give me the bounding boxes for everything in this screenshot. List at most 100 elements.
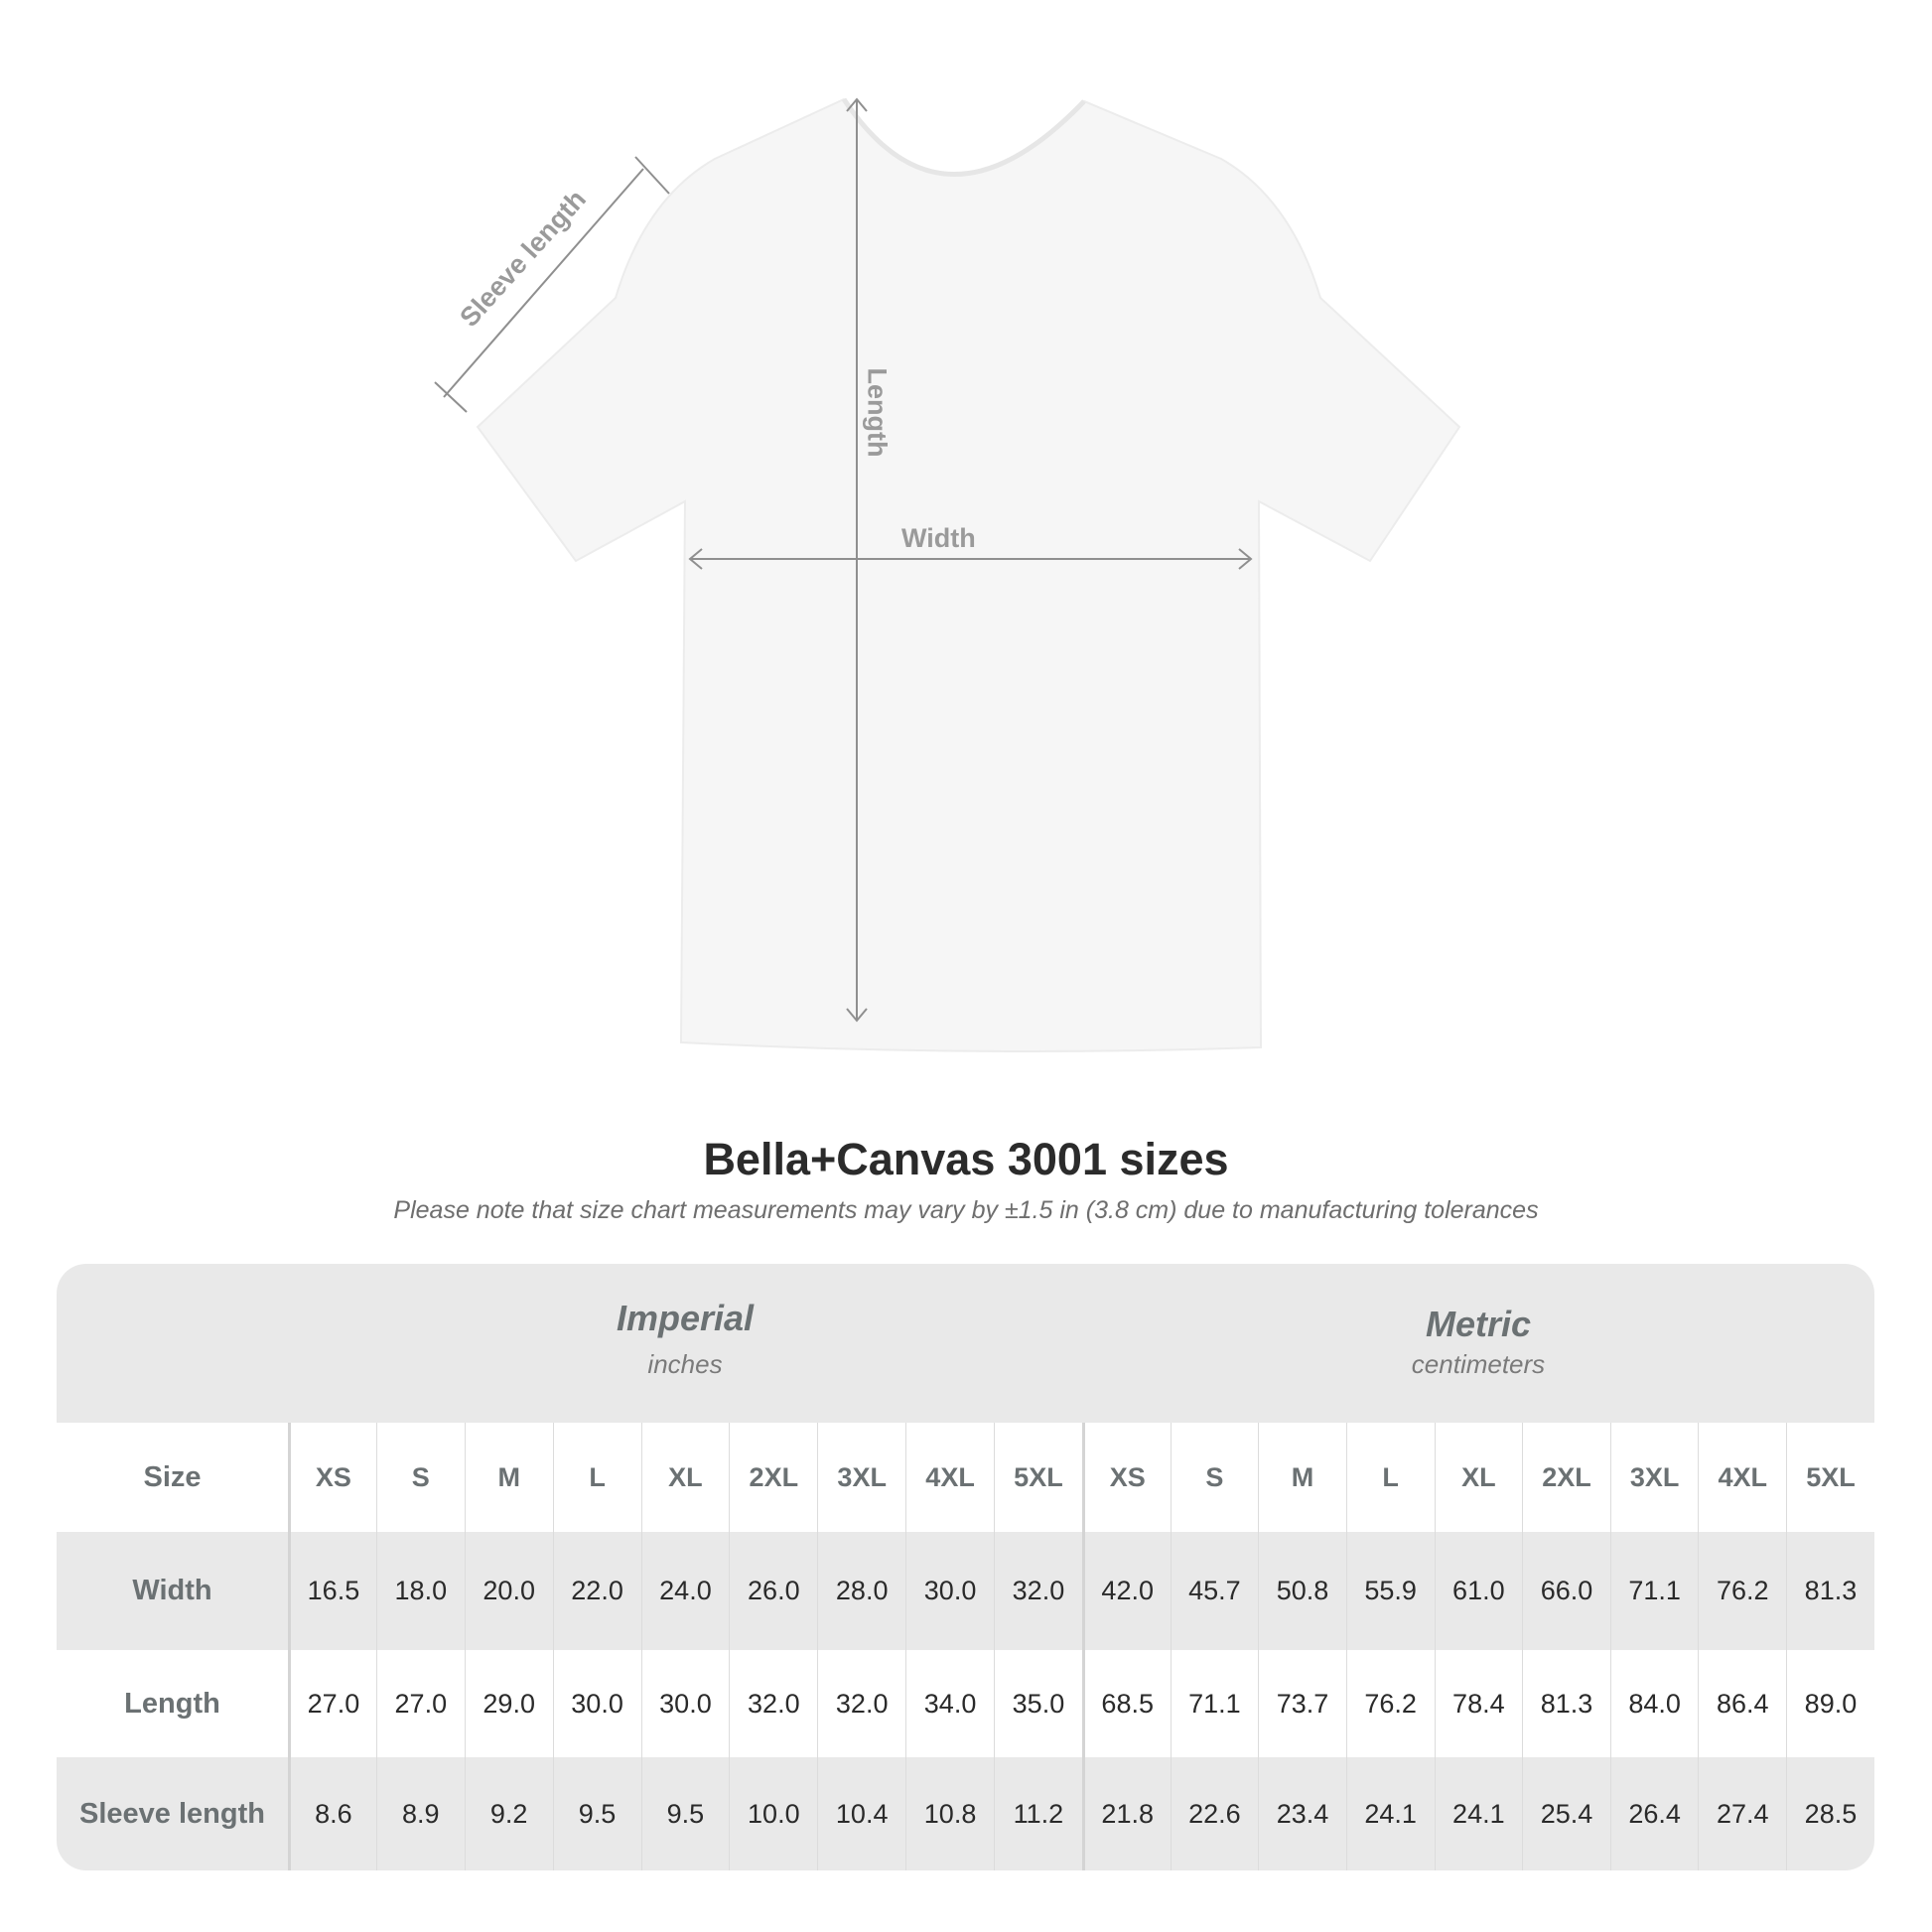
size-header-cell: M	[464, 1423, 553, 1532]
size-header-cell: S	[375, 1423, 465, 1532]
value-cell: 24.0	[640, 1532, 730, 1650]
value-cell: 66.0	[1522, 1532, 1610, 1650]
value-cell: 81.3	[1786, 1532, 1874, 1650]
value-cell: 27.0	[288, 1650, 376, 1757]
size-header-cell: 2XL	[1522, 1423, 1610, 1532]
row-label: Length	[124, 1687, 220, 1720]
size-header-cell: 4XL	[1698, 1423, 1786, 1532]
value-cell: 86.4	[1698, 1650, 1786, 1757]
length-arrow-bottom	[846, 1008, 868, 1023]
value-cell: 24.1	[1345, 1757, 1435, 1870]
size-header-cell: S	[1170, 1423, 1259, 1532]
value-cell: 76.2	[1698, 1532, 1786, 1650]
value-cell: 84.0	[1609, 1650, 1699, 1757]
value-cell: 76.2	[1345, 1650, 1435, 1757]
width-arrow-left	[688, 548, 703, 570]
value-cell: 29.0	[464, 1650, 553, 1757]
table-row: Length 27.0 27.0 29.0 30.0 30.0 32.0 32.0 34.0 35…	[57, 1650, 1874, 1757]
size-header-cell: XL	[1434, 1423, 1523, 1532]
value-cell: 27.4	[1698, 1757, 1786, 1870]
length-label: Length	[862, 367, 893, 458]
value-cell: 10.4	[817, 1757, 905, 1870]
value-cell: 20.0	[464, 1532, 553, 1650]
value-cell: 34.0	[905, 1650, 994, 1757]
value-cell: 30.0	[905, 1532, 994, 1650]
row-label: Sleeve length	[79, 1797, 265, 1830]
value-cell: 71.1	[1170, 1650, 1259, 1757]
size-header-cell: 5XL	[994, 1423, 1082, 1532]
value-cell: 16.5	[288, 1532, 376, 1650]
page-title: Bella+Canvas 3001 sizes	[703, 1134, 1229, 1184]
value-cell: 26.0	[729, 1532, 817, 1650]
size-header-cell: 5XL	[1786, 1423, 1874, 1532]
imperial-title: Imperial	[616, 1298, 755, 1338]
size-header-cell: XL	[640, 1423, 730, 1532]
row-label: Width	[132, 1575, 212, 1606]
value-cell: 9.5	[640, 1757, 730, 1870]
value-cell: 11.2	[994, 1757, 1082, 1870]
metric-header: Metric centimeters	[1082, 1264, 1874, 1429]
size-header-cell: XS	[288, 1423, 376, 1532]
value-cell: 71.1	[1609, 1532, 1699, 1650]
row-label: Size	[143, 1460, 202, 1493]
imperial-header: Imperial inches	[288, 1264, 1082, 1423]
value-cell: 55.9	[1345, 1532, 1435, 1650]
value-cell: 23.4	[1258, 1757, 1346, 1870]
size-header-cell: 2XL	[729, 1423, 817, 1532]
value-cell: 26.4	[1609, 1757, 1699, 1870]
size-header-cell: 3XL	[1609, 1423, 1699, 1532]
tshirt-image	[476, 97, 1461, 1052]
size-header-cell: 3XL	[817, 1423, 905, 1532]
value-cell: 35.0	[994, 1650, 1082, 1757]
value-cell: 8.9	[375, 1757, 465, 1870]
metric-unit: centimeters	[1411, 1349, 1546, 1379]
tolerance-note: Please note that size chart measurements…	[393, 1196, 1539, 1224]
value-cell: 68.5	[1081, 1650, 1171, 1757]
value-cell: 50.8	[1258, 1532, 1346, 1650]
value-cell: 32.0	[729, 1650, 817, 1757]
size-header-cell: M	[1258, 1423, 1346, 1532]
value-cell: 9.2	[464, 1757, 553, 1870]
size-header-cell: L	[552, 1423, 641, 1532]
value-cell: 61.0	[1434, 1532, 1523, 1650]
size-header-cell: XS	[1081, 1423, 1171, 1532]
table-row: Width 16.5 18.0 20.0 22.0 24.0 26.0 28.0 30.0 32.…	[57, 1532, 1874, 1650]
value-cell: 22.6	[1170, 1757, 1259, 1870]
value-cell: 73.7	[1258, 1650, 1346, 1757]
value-cell: 32.0	[817, 1650, 905, 1757]
value-cell: 8.6	[288, 1757, 376, 1870]
size-header-row: Size XS S M L XL 2XL 3XL 4XL 5XL XS S M L XL 2XL 3XL 4XL 5…	[57, 1423, 1874, 1532]
value-cell: 30.0	[552, 1650, 641, 1757]
table-row: Sleeve length 8.6 8.9 9.2 9.5 9.5 10.0 10.4 10.8…	[57, 1757, 1874, 1870]
width-arrow-right	[1238, 548, 1253, 570]
value-cell: 25.4	[1522, 1757, 1610, 1870]
tshirt-diagram	[434, 97, 1461, 1052]
size-chart-table: Imperial inches Metric centimeters Size X…	[57, 1264, 1874, 1870]
value-cell: 18.0	[375, 1532, 465, 1650]
value-cell: 32.0	[994, 1532, 1082, 1650]
value-cell: 28.0	[817, 1532, 905, 1650]
value-cell: 27.0	[375, 1650, 465, 1757]
value-cell: 22.0	[552, 1532, 641, 1650]
metric-title: Metric	[1425, 1304, 1532, 1344]
length-arrow-top	[846, 97, 868, 112]
value-cell: 78.4	[1434, 1650, 1523, 1757]
value-cell: 9.5	[552, 1757, 641, 1870]
value-cell: 42.0	[1081, 1532, 1171, 1650]
value-cell: 21.8	[1081, 1757, 1171, 1870]
sleeve-tick-left	[434, 381, 468, 413]
size-header-cell: 4XL	[905, 1423, 994, 1532]
value-cell: 30.0	[640, 1650, 730, 1757]
value-cell: 24.1	[1434, 1757, 1523, 1870]
header-band	[57, 1264, 1874, 1423]
value-cell: 10.0	[729, 1757, 817, 1870]
size-header-cell: L	[1345, 1423, 1435, 1532]
value-cell: 89.0	[1786, 1650, 1874, 1757]
sleeve-tick-right	[634, 156, 670, 195]
imperial-unit: inches	[647, 1349, 723, 1379]
value-cell: 10.8	[905, 1757, 994, 1870]
value-cell: 45.7	[1170, 1532, 1259, 1650]
width-label: Width	[901, 523, 976, 553]
collar	[841, 97, 1086, 177]
value-cell: 81.3	[1522, 1650, 1610, 1757]
